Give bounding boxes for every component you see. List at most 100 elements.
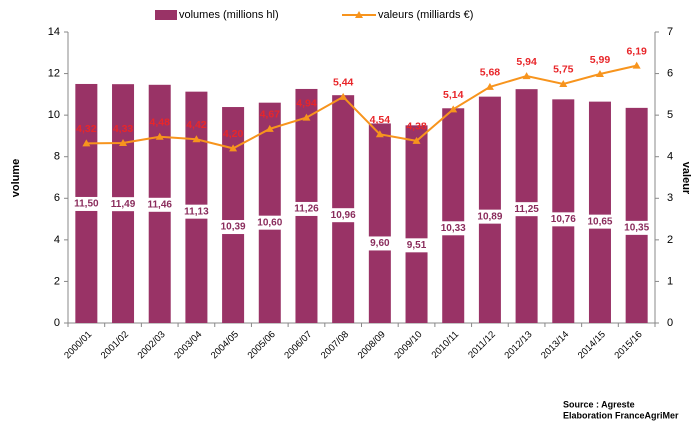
source: Source : Agreste	[563, 399, 635, 409]
bar-label-bg	[364, 236, 395, 251]
y-tick-label: 8	[54, 151, 60, 163]
y2-tick-label: 4	[667, 151, 673, 163]
bar-label-bg	[511, 202, 542, 217]
bar-label: 10,65	[587, 216, 612, 227]
y2-tick-label: 2	[667, 234, 673, 246]
marker	[339, 92, 348, 100]
y-tick-label: 12	[48, 67, 60, 79]
legend-marker	[355, 11, 363, 18]
bar-label: 11,46	[147, 199, 172, 210]
line-label: 5,14	[443, 89, 464, 101]
bar-label: 9,60	[370, 238, 390, 249]
line-label: 4,38	[406, 121, 427, 133]
bar	[405, 125, 428, 324]
x-tick-label: 2003/04	[172, 329, 204, 361]
bar-label: 10,33	[441, 223, 466, 234]
marker	[559, 79, 568, 87]
bar	[588, 101, 611, 323]
bar-label-bg	[144, 197, 175, 212]
bar	[258, 102, 281, 324]
bar-label-bg	[401, 238, 432, 253]
line-label: 5,75	[553, 64, 574, 76]
line-label: 4,54	[370, 114, 391, 126]
x-tick-label: 2010/11	[430, 329, 462, 361]
bar-label: 10,60	[257, 217, 282, 228]
y2-tick-label: 0	[667, 317, 673, 329]
line-label: 4,94	[296, 97, 317, 109]
line	[86, 64, 637, 150]
bar-label: 11,13	[184, 206, 209, 217]
y2-tick-label: 5	[667, 109, 673, 121]
line-label: 6,19	[626, 45, 647, 57]
bar-label-bg	[254, 215, 285, 230]
y2-tick-label: 6	[667, 67, 673, 79]
line-label: 4,32	[76, 123, 97, 135]
y-tick-label: 0	[54, 317, 60, 329]
line-label: 4,20	[223, 128, 244, 140]
bar-label: 9,51	[407, 240, 427, 251]
x-tick-label: 2008/09	[356, 329, 388, 361]
y2-tick-label: 1	[667, 275, 673, 287]
bar-label-bg	[328, 208, 359, 223]
y2-tick-label: 7	[667, 26, 673, 38]
bar-label: 10,76	[551, 214, 576, 225]
line-label: 4,33	[113, 123, 134, 135]
bar-label: 10,89	[477, 211, 502, 222]
line-label: 5,99	[590, 54, 611, 66]
marker	[412, 136, 421, 144]
bar	[222, 107, 245, 323]
x-tick-label: 2009/10	[392, 329, 424, 361]
bar-label-bg	[108, 197, 139, 212]
bar-label-bg	[474, 209, 505, 224]
y-axis-label: volume	[10, 159, 22, 198]
bar-label: 10,96	[331, 210, 356, 221]
bar-label: 11,26	[294, 204, 319, 215]
source: Elaboration FranceAgriMer	[563, 410, 679, 420]
marker	[522, 72, 531, 80]
bar-label: 11,25	[514, 204, 539, 215]
bar	[552, 99, 575, 324]
legend-swatch	[155, 10, 177, 20]
x-tick-label: 2004/05	[209, 329, 241, 361]
x-tick-label: 2005/06	[246, 329, 278, 361]
marker	[155, 132, 164, 140]
bar	[368, 123, 391, 323]
marker	[302, 113, 311, 121]
x-tick-label: 2002/03	[136, 329, 168, 361]
marker	[632, 61, 641, 69]
marker	[192, 135, 201, 143]
bar-label: 10,35	[624, 223, 649, 234]
line-label: 4,42	[186, 119, 207, 131]
marker	[375, 130, 384, 138]
line-label: 5,94	[516, 56, 537, 68]
bar-label-bg	[438, 221, 469, 236]
x-tick-label: 2007/08	[319, 329, 351, 361]
line-label: 4,48	[150, 117, 171, 129]
legend-label: valeurs (milliards €)	[378, 9, 473, 21]
x-tick-label: 2012/13	[502, 329, 534, 361]
bar	[442, 108, 465, 323]
y2-tick-label: 3	[667, 192, 673, 204]
line-label: 4,67	[260, 109, 281, 121]
marker	[265, 124, 274, 132]
bar-label-bg	[548, 212, 579, 227]
marker	[229, 144, 238, 152]
line-label: 5,68	[480, 67, 501, 79]
y-tick-label: 4	[54, 234, 60, 246]
marker	[595, 69, 604, 77]
x-tick-label: 2013/14	[539, 329, 571, 361]
y-tick-label: 14	[48, 26, 60, 38]
x-tick-label: 2001/02	[99, 329, 131, 361]
bar-label: 11,50	[74, 199, 99, 210]
x-tick-label: 2015/16	[612, 329, 644, 361]
x-tick-label: 2011/12	[466, 329, 498, 361]
x-tick-label: 2006/07	[282, 329, 314, 361]
bar-label-bg	[71, 196, 102, 211]
bar-label: 10,39	[221, 222, 246, 233]
bar-label-bg	[584, 214, 615, 229]
x-tick-label: 2000/01	[62, 329, 94, 361]
x-tick-label: 2014/15	[576, 329, 608, 361]
y2-axis-label: valeur	[680, 162, 692, 195]
marker	[119, 138, 128, 146]
